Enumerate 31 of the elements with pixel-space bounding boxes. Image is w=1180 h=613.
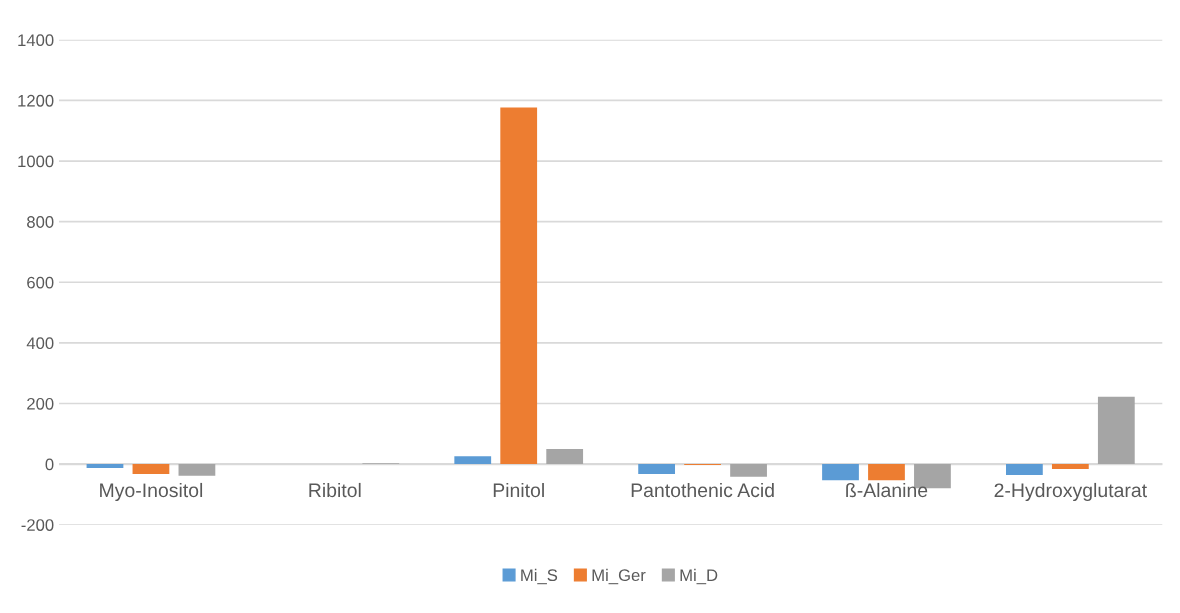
bar [178, 464, 216, 476]
bar [500, 107, 538, 465]
x-tick-label: Ribitol [309, 482, 361, 498]
bar [868, 464, 905, 481]
x-tick-label: Pantothenic Acid [631, 482, 774, 498]
y-tick-label: 200 [27, 397, 54, 410]
y-tick-label: -200 [21, 519, 54, 531]
bar [546, 448, 584, 465]
bar [1051, 464, 1089, 469]
bar [822, 464, 859, 481]
bar [1097, 396, 1135, 465]
y-tick-label: 600 [27, 276, 54, 289]
legend-label: Mi_Ger [592, 568, 646, 585]
y-tick-label: 1200 [18, 94, 54, 107]
bar [132, 464, 170, 475]
y-tick-label: 1400 [18, 34, 54, 47]
bar [86, 464, 124, 469]
bar [638, 464, 676, 475]
y-tick-label: 800 [27, 216, 54, 228]
bar [454, 456, 492, 465]
y-tick-label: 0 [45, 458, 54, 471]
x-tick-label: Myo-Inositol [100, 482, 203, 502]
legend-label: Mi_S [521, 568, 558, 585]
y-tick-label: 1000 [18, 155, 54, 168]
x-tick-label: 2-Hydroxyglutarat [994, 482, 1147, 502]
x-tick-label: Pinitol [493, 482, 544, 498]
bar [730, 464, 767, 477]
x-tick-label: ß-Alanine [846, 482, 928, 498]
y-tick-label: 400 [26, 337, 54, 350]
legend-label: Mi_D [680, 568, 718, 585]
bar [1006, 464, 1043, 476]
